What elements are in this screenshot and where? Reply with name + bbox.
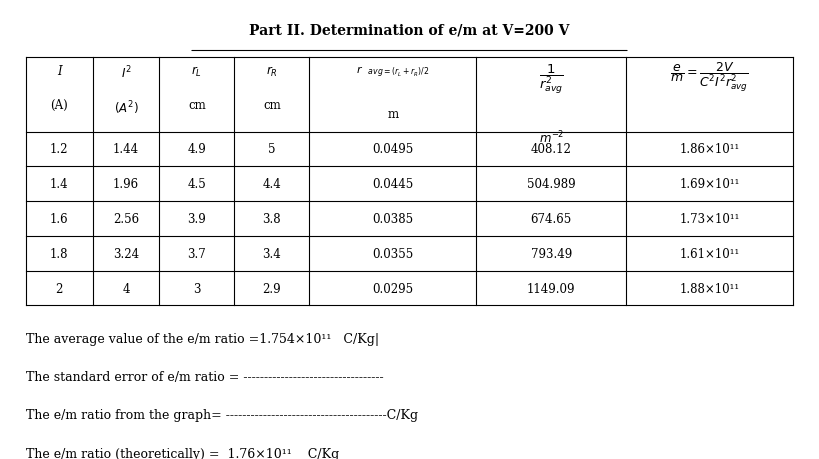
Text: 1.86×10¹¹: 1.86×10¹¹: [680, 143, 740, 156]
Text: 4.4: 4.4: [263, 178, 281, 191]
Text: 4.5: 4.5: [188, 178, 206, 191]
Text: $\dfrac{e}{m}=\dfrac{2V}{C^2I^2r^2_{avg}}$: $\dfrac{e}{m}=\dfrac{2V}{C^2I^2r^2_{avg}…: [671, 60, 749, 94]
Text: 1.69×10¹¹: 1.69×10¹¹: [680, 178, 740, 191]
Text: 0.0295: 0.0295: [373, 282, 414, 295]
Text: 1.88×10¹¹: 1.88×10¹¹: [680, 282, 740, 295]
Text: 0.0495: 0.0495: [372, 143, 414, 156]
Text: $m^{-2}$: $m^{-2}$: [539, 129, 564, 146]
Text: 504.989: 504.989: [527, 178, 576, 191]
Text: 2: 2: [56, 282, 63, 295]
Text: $r_R$: $r_R$: [266, 64, 278, 78]
Text: 2.9: 2.9: [263, 282, 281, 295]
Text: $\dfrac{1}{r^2_{avg}}$: $\dfrac{1}{r^2_{avg}}$: [539, 62, 563, 96]
Text: cm: cm: [263, 99, 281, 112]
Text: The e/m ratio from the graph= ---------------------------------------C/Kg: The e/m ratio from the graph= ----------…: [26, 409, 418, 421]
Text: 674.65: 674.65: [531, 213, 572, 225]
Text: $(A^2)$: $(A^2)$: [114, 99, 138, 117]
Text: cm: cm: [188, 99, 206, 112]
Text: 1.4: 1.4: [50, 178, 69, 191]
Text: 4: 4: [122, 282, 129, 295]
Text: 1.6: 1.6: [50, 213, 69, 225]
Text: 3.9: 3.9: [188, 213, 206, 225]
Text: 3.4: 3.4: [263, 247, 281, 260]
Text: 2.56: 2.56: [113, 213, 139, 225]
Text: 1.44: 1.44: [113, 143, 139, 156]
Text: $I^2$: $I^2$: [120, 64, 131, 81]
Text: 0.0355: 0.0355: [372, 247, 414, 260]
Text: 1.8: 1.8: [50, 247, 69, 260]
Text: 408.12: 408.12: [531, 143, 572, 156]
Text: (A): (A): [50, 99, 68, 112]
Text: 3.8: 3.8: [263, 213, 281, 225]
Text: $r_L$: $r_L$: [192, 64, 202, 78]
Text: m: m: [387, 108, 398, 121]
Text: Part II. Determination of e/m at V=200 V: Part II. Determination of e/m at V=200 V: [249, 23, 570, 37]
Text: 1.73×10¹¹: 1.73×10¹¹: [680, 213, 740, 225]
Text: 0.0445: 0.0445: [372, 178, 414, 191]
Text: 4.9: 4.9: [188, 143, 206, 156]
Text: 793.49: 793.49: [531, 247, 572, 260]
Text: 5: 5: [268, 143, 276, 156]
Text: 1.61×10¹¹: 1.61×10¹¹: [680, 247, 740, 260]
Text: 1149.09: 1149.09: [527, 282, 576, 295]
Text: The standard error of e/m ratio = ----------------------------------: The standard error of e/m ratio = ------…: [26, 370, 383, 383]
Text: I: I: [57, 64, 61, 78]
Text: 3: 3: [193, 282, 201, 295]
Text: 3.7: 3.7: [188, 247, 206, 260]
Text: $r$  $_{avg=(r_L+r_R)/2}$: $r$ $_{avg=(r_L+r_R)/2}$: [356, 64, 429, 80]
Text: 3.24: 3.24: [113, 247, 139, 260]
Text: The average value of the e/m ratio =1.754×10¹¹   C/Kg|: The average value of the e/m ratio =1.75…: [26, 332, 379, 345]
Text: 1.96: 1.96: [113, 178, 139, 191]
Text: 1.2: 1.2: [50, 143, 69, 156]
Text: 0.0385: 0.0385: [373, 213, 414, 225]
Text: The e/m ratio (theoretically) =  1.76×10¹¹    C/Kg: The e/m ratio (theoretically) = 1.76×10¹…: [26, 447, 339, 459]
